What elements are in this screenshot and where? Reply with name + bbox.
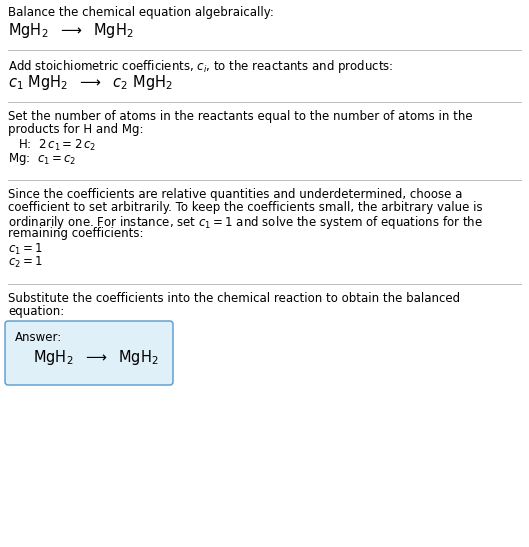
Text: Balance the chemical equation algebraically:: Balance the chemical equation algebraica… [8,6,274,19]
Text: $\mathregular{MgH_2}$  $\longrightarrow$  $\mathregular{MgH_2}$: $\mathregular{MgH_2}$ $\longrightarrow$ … [33,348,159,367]
Text: ordinarily one. For instance, set $c_1 = 1$ and solve the system of equations fo: ordinarily one. For instance, set $c_1 =… [8,214,483,231]
Text: Answer:: Answer: [15,331,62,344]
Text: Mg:  $c_1 = c_2$: Mg: $c_1 = c_2$ [8,151,76,167]
Text: Since the coefficients are relative quantities and underdetermined, choose a: Since the coefficients are relative quan… [8,188,462,201]
Text: H:  $2\,c_1 = 2\,c_2$: H: $2\,c_1 = 2\,c_2$ [18,138,96,153]
Text: $c_2 = 1$: $c_2 = 1$ [8,255,43,270]
Text: equation:: equation: [8,305,64,318]
Text: Add stoichiometric coefficients, $c_i$, to the reactants and products:: Add stoichiometric coefficients, $c_i$, … [8,58,394,75]
Text: remaining coefficients:: remaining coefficients: [8,227,143,240]
Text: $c_1$ $\mathregular{MgH_2}$  $\longrightarrow$  $c_2$ $\mathregular{MgH_2}$: $c_1$ $\mathregular{MgH_2}$ $\longrighta… [8,73,173,92]
Text: products for H and Mg:: products for H and Mg: [8,123,143,136]
FancyBboxPatch shape [5,321,173,385]
Text: $\mathregular{MgH_2}$  $\longrightarrow$  $\mathregular{MgH_2}$: $\mathregular{MgH_2}$ $\longrightarrow$ … [8,21,134,40]
Text: Set the number of atoms in the reactants equal to the number of atoms in the: Set the number of atoms in the reactants… [8,110,472,123]
Text: Substitute the coefficients into the chemical reaction to obtain the balanced: Substitute the coefficients into the che… [8,292,460,305]
Text: $c_1 = 1$: $c_1 = 1$ [8,242,43,257]
Text: coefficient to set arbitrarily. To keep the coefficients small, the arbitrary va: coefficient to set arbitrarily. To keep … [8,201,482,214]
